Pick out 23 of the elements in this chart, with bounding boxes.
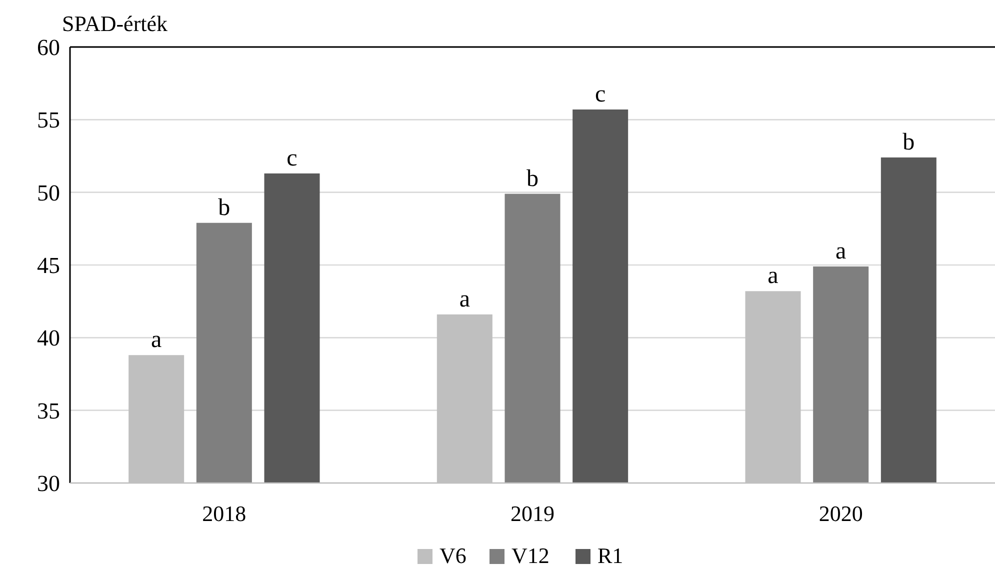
y-tick-label: 35 (37, 398, 60, 424)
legend-label: R1 (598, 543, 624, 568)
legend-label: V12 (512, 543, 550, 568)
y-tick-label: 50 (37, 180, 60, 206)
annotation: a (459, 286, 470, 312)
x-tick-label: 2019 (510, 501, 554, 526)
annotation: c (595, 81, 606, 108)
y-tick-label: 30 (37, 471, 60, 496)
annotation: a (151, 327, 162, 354)
annotation: b (218, 194, 230, 221)
annotation: a (836, 238, 847, 264)
y-tick-label: 45 (37, 253, 60, 278)
y-tick-label: 60 (37, 35, 60, 60)
annotation: a (768, 263, 779, 290)
y-tick-label: 40 (37, 326, 60, 351)
annotation: c (286, 145, 298, 172)
y-tick-label: 55 (37, 108, 60, 133)
x-tick-label: 2018 (202, 501, 246, 526)
legend-label: V6 (440, 543, 466, 568)
annotation: b (902, 129, 915, 156)
y-axis-title: SPAD-érték (62, 11, 168, 36)
x-tick-label: 2020 (818, 501, 863, 526)
annotation: b (526, 166, 538, 192)
